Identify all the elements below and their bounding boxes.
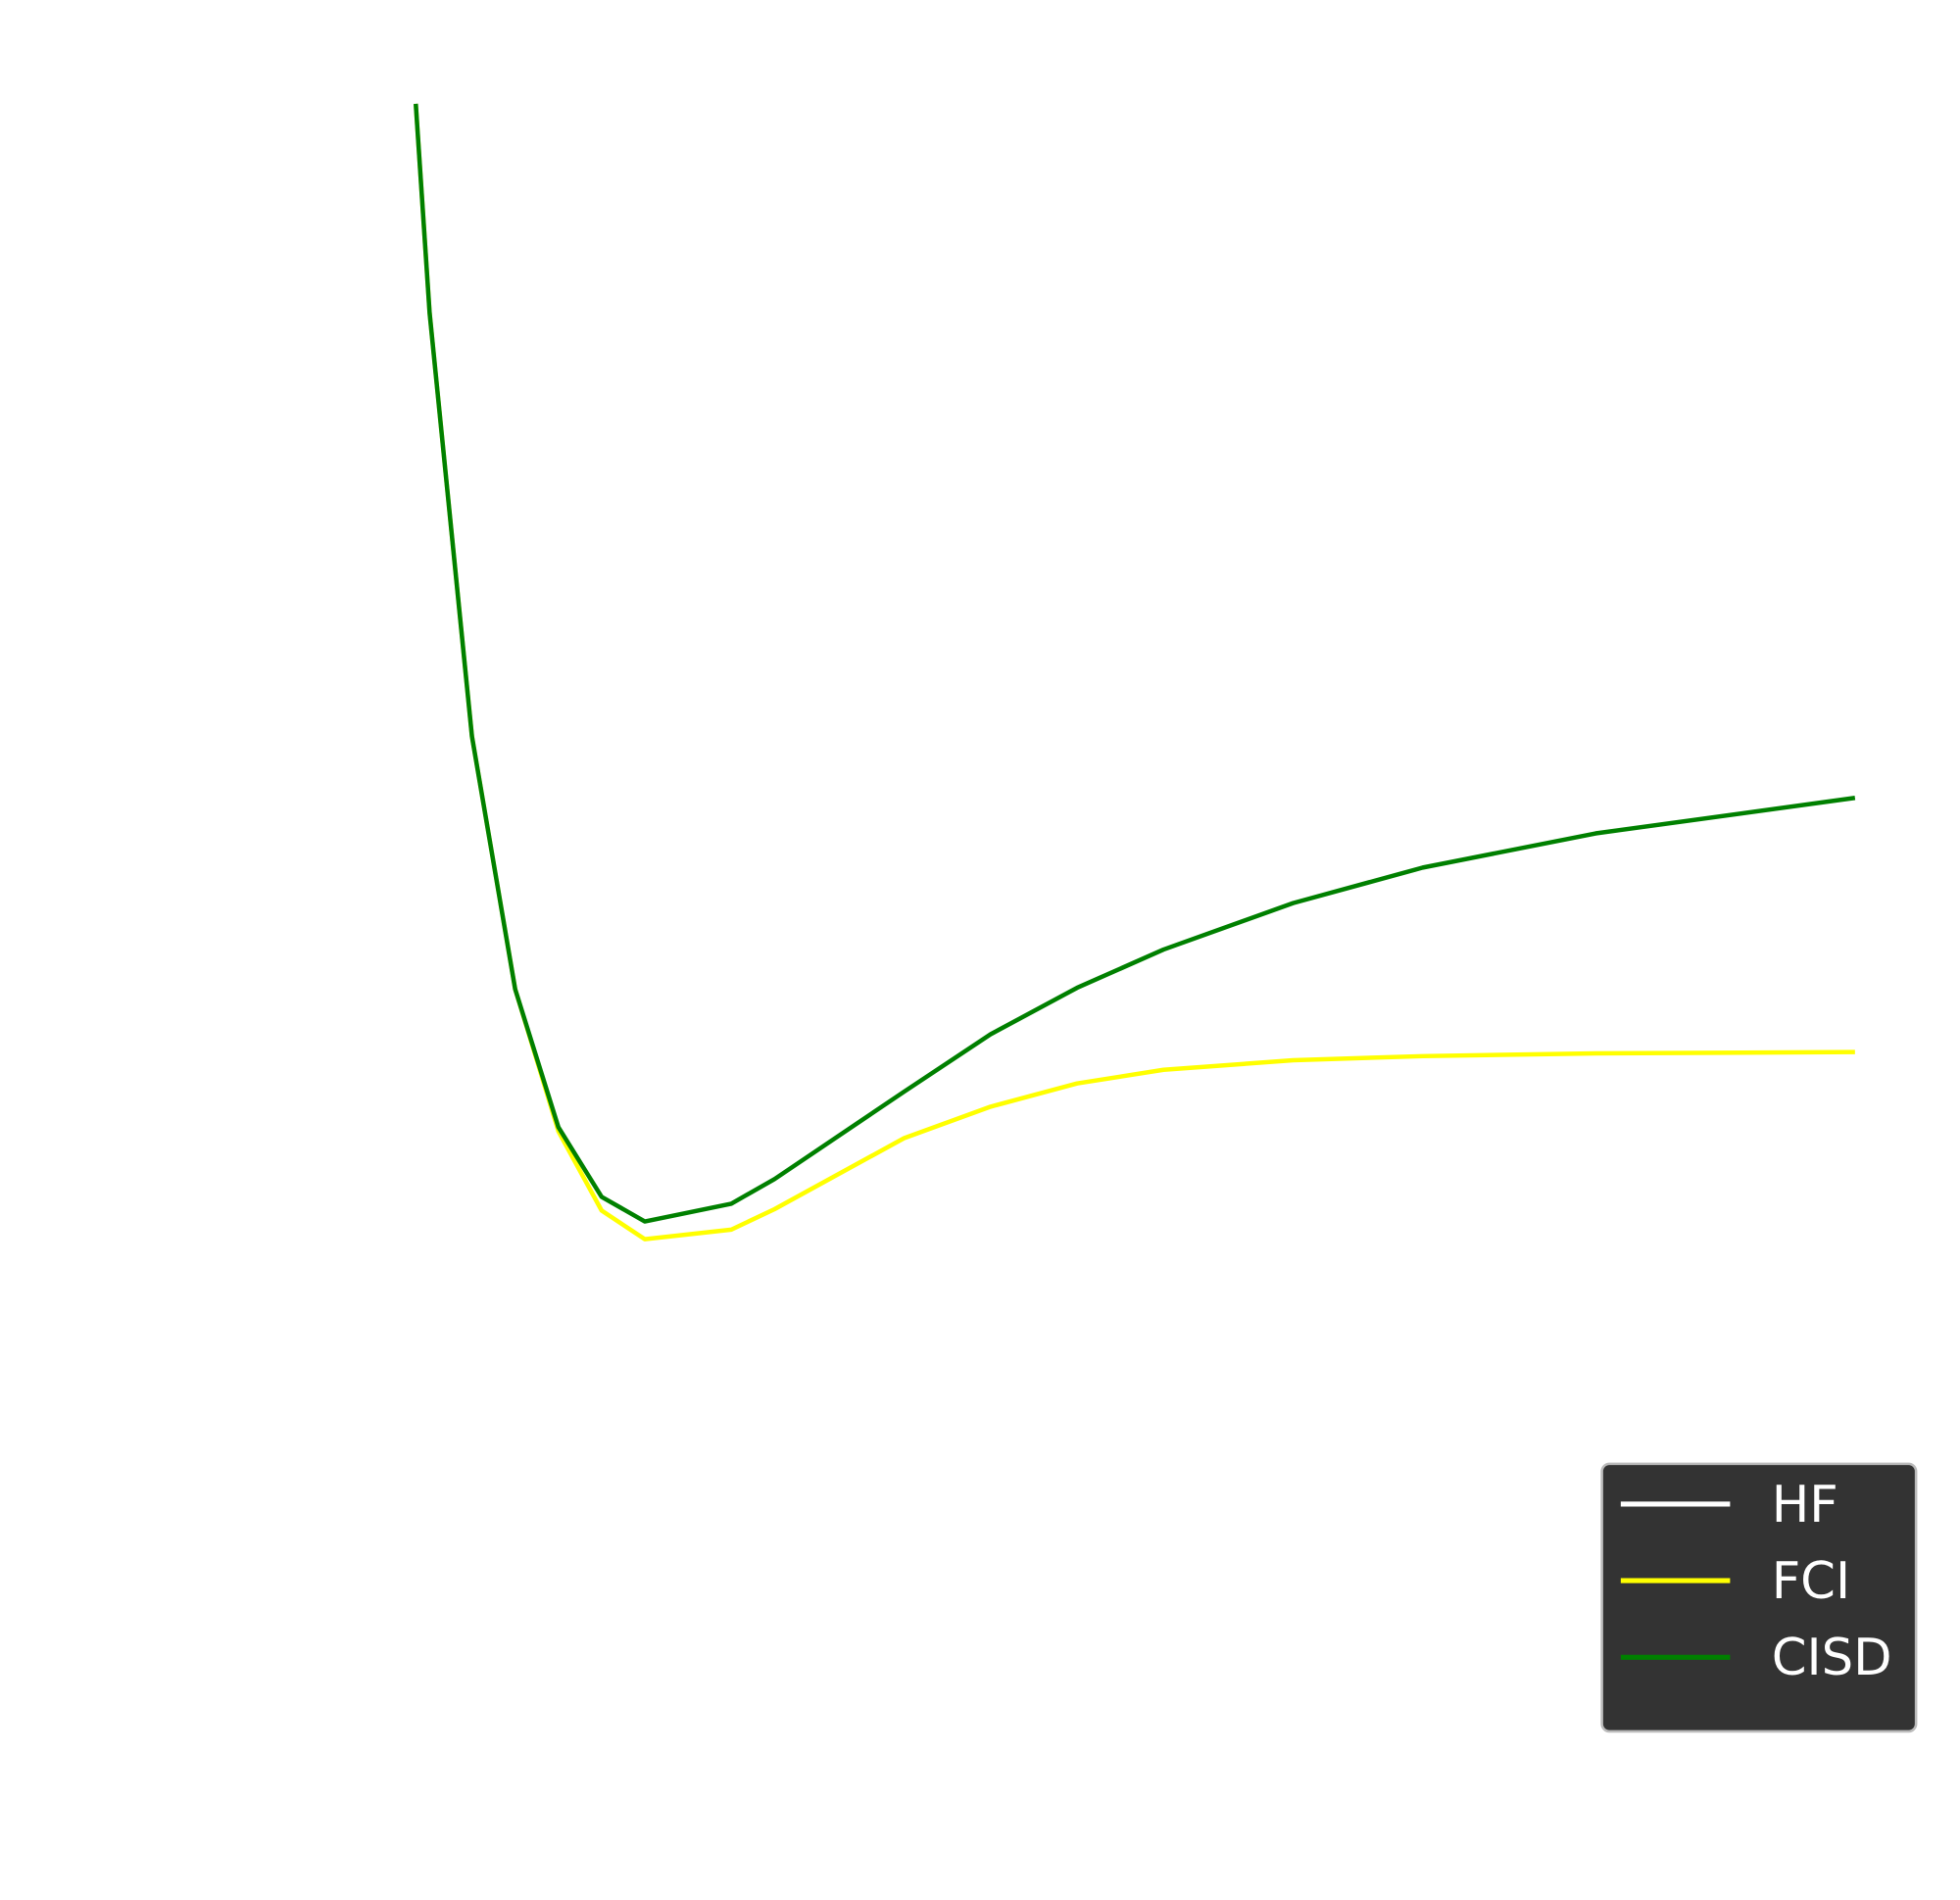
line-series: [414, 103, 1856, 1224]
legend-label: FCI: [1772, 1552, 1850, 1611]
legend: HF FCI CISD: [1600, 1462, 1918, 1733]
line-series: [414, 103, 1856, 1215]
legend-box: [1600, 1462, 1918, 1733]
legend-label: HF: [1772, 1476, 1838, 1535]
line-series: [414, 103, 1855, 1242]
legend-label: CISD: [1772, 1629, 1892, 1687]
